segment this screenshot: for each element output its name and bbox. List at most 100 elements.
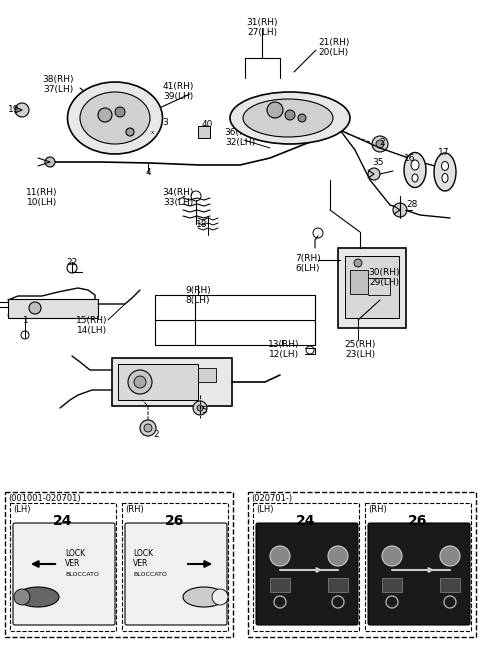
Circle shape — [285, 110, 295, 120]
Text: +: + — [132, 129, 138, 135]
Ellipse shape — [434, 153, 456, 191]
Circle shape — [372, 136, 388, 152]
Text: 7(RH)
6(LH): 7(RH) 6(LH) — [295, 254, 321, 273]
Text: 18: 18 — [196, 220, 208, 229]
Ellipse shape — [80, 92, 150, 144]
Circle shape — [148, 128, 156, 136]
Bar — [10, 503, 116, 631]
Bar — [8, 299, 98, 318]
Circle shape — [134, 376, 146, 388]
Text: 41(RH)
39(LH): 41(RH) 39(LH) — [162, 82, 194, 101]
Circle shape — [45, 157, 55, 167]
Text: x: x — [150, 130, 154, 135]
Text: 38(RH)
37(LH): 38(RH) 37(LH) — [42, 75, 74, 94]
Text: 15(RH)
14(LH): 15(RH) 14(LH) — [76, 316, 108, 335]
Text: 9(RH)
8(LH): 9(RH) 8(LH) — [185, 286, 211, 305]
Text: BLOCCATO: BLOCCATO — [65, 571, 99, 577]
Text: 35: 35 — [372, 158, 384, 167]
Circle shape — [393, 203, 407, 217]
Ellipse shape — [183, 587, 225, 607]
Text: 4: 4 — [145, 168, 151, 177]
Circle shape — [382, 546, 402, 566]
Text: 22: 22 — [66, 258, 78, 267]
Ellipse shape — [412, 174, 418, 182]
Ellipse shape — [230, 92, 350, 144]
Text: 40: 40 — [201, 120, 213, 129]
Bar — [338, 248, 406, 328]
Text: 5: 5 — [201, 406, 207, 415]
Bar — [155, 295, 315, 345]
FancyBboxPatch shape — [256, 523, 358, 625]
Text: 26: 26 — [408, 514, 428, 528]
Text: VER: VER — [65, 559, 80, 568]
Circle shape — [115, 107, 125, 117]
Ellipse shape — [442, 174, 448, 183]
Text: (RH): (RH) — [125, 505, 144, 514]
Circle shape — [14, 589, 30, 605]
Bar — [253, 503, 359, 631]
Circle shape — [15, 103, 29, 117]
Bar — [382, 578, 402, 592]
Bar — [198, 368, 216, 382]
Ellipse shape — [411, 160, 419, 170]
Bar — [270, 578, 290, 592]
Bar — [350, 270, 368, 294]
Text: LOCK: LOCK — [133, 550, 153, 559]
Text: 11(RH)
10(LH): 11(RH) 10(LH) — [26, 188, 58, 208]
Text: 36(RH)
32(LH): 36(RH) 32(LH) — [224, 128, 256, 148]
Bar — [5, 492, 233, 637]
Text: 3: 3 — [162, 118, 168, 127]
Text: 16: 16 — [404, 154, 416, 163]
Text: (020701-): (020701-) — [251, 494, 292, 503]
Ellipse shape — [243, 99, 333, 137]
Bar — [328, 578, 348, 592]
Circle shape — [140, 420, 156, 436]
FancyBboxPatch shape — [368, 523, 470, 625]
Circle shape — [298, 114, 306, 122]
Circle shape — [376, 140, 384, 148]
Text: VER: VER — [133, 559, 148, 568]
Ellipse shape — [442, 161, 448, 170]
Text: 21(RH)
20(LH): 21(RH) 20(LH) — [318, 38, 349, 57]
Bar — [122, 503, 228, 631]
Circle shape — [98, 108, 112, 122]
Text: 26: 26 — [165, 514, 185, 528]
Bar — [118, 364, 198, 400]
Circle shape — [193, 401, 207, 415]
Text: 30(RH)
29(LH): 30(RH) 29(LH) — [368, 268, 400, 288]
Circle shape — [197, 405, 203, 411]
Text: 28: 28 — [406, 200, 418, 209]
Text: 34(RH)
33(LH): 34(RH) 33(LH) — [162, 188, 194, 208]
FancyBboxPatch shape — [125, 523, 227, 625]
Text: 19: 19 — [8, 105, 20, 114]
Text: 2: 2 — [153, 430, 159, 439]
Text: 1: 1 — [23, 316, 29, 325]
Bar — [440, 578, 460, 592]
Bar — [112, 358, 232, 406]
Circle shape — [270, 546, 290, 566]
Bar — [345, 256, 399, 318]
Circle shape — [328, 546, 348, 566]
Text: (LH): (LH) — [13, 505, 31, 514]
Text: 31(RH)
27(LH): 31(RH) 27(LH) — [246, 18, 278, 37]
Text: 25(RH)
23(LH): 25(RH) 23(LH) — [344, 340, 376, 359]
Circle shape — [128, 370, 152, 394]
Circle shape — [267, 102, 283, 118]
Text: 17: 17 — [438, 148, 450, 157]
Text: BLOCCATO: BLOCCATO — [133, 571, 167, 577]
Ellipse shape — [404, 152, 426, 188]
Bar — [198, 126, 210, 138]
Text: 24: 24 — [296, 514, 316, 528]
Text: (RH): (RH) — [368, 505, 387, 514]
Circle shape — [368, 168, 380, 180]
Ellipse shape — [17, 587, 59, 607]
Text: (001001-020701): (001001-020701) — [8, 494, 81, 503]
Text: 24: 24 — [53, 514, 73, 528]
Ellipse shape — [68, 82, 163, 154]
FancyBboxPatch shape — [13, 523, 115, 625]
Text: LOCK: LOCK — [65, 550, 85, 559]
Circle shape — [354, 259, 362, 267]
Circle shape — [144, 424, 152, 432]
Circle shape — [212, 589, 228, 605]
Bar — [248, 492, 476, 637]
